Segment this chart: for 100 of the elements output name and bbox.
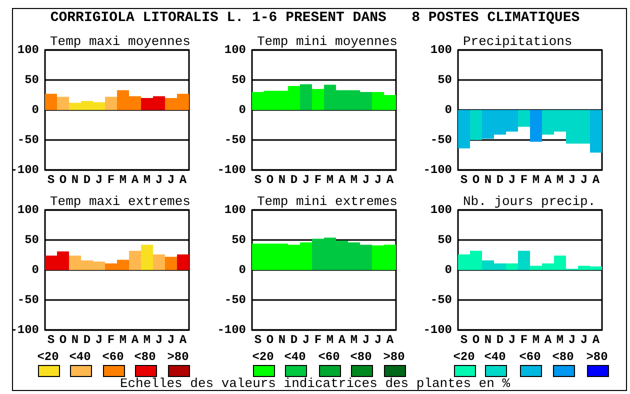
x-tick-label: J	[155, 333, 163, 347]
x-tick-label: S	[47, 333, 55, 347]
category-label: <20	[36, 350, 60, 364]
x-tick-label: J	[362, 173, 370, 187]
x-tick-label: J	[95, 333, 103, 347]
y-tick-label: 0	[444, 263, 452, 277]
y-tick-label: 100	[430, 203, 452, 217]
y-tick-label: -100	[217, 323, 246, 337]
y-tick-label: 0	[238, 263, 246, 277]
x-tick-label: M	[532, 333, 540, 347]
bar	[177, 254, 189, 270]
x-tick-label: A	[386, 333, 394, 347]
x-tick-label: O	[472, 173, 480, 187]
category-label: >80	[382, 350, 406, 364]
x-tick-label: O	[59, 333, 67, 347]
text: CORRIGIOLA LITORALIS L. 1-6 PRESENT DANS 8 POSTES CLIMATIQUES	[49, 10, 581, 26]
x-tick-label: M	[556, 173, 564, 187]
x-tick-label: A	[338, 333, 346, 347]
x-tick-label: J	[167, 173, 175, 187]
category-label: <20	[251, 350, 275, 364]
y-tick-label: 100	[224, 203, 246, 217]
x-tick-label: F	[314, 333, 322, 347]
x-tick-label: M	[143, 173, 151, 187]
x-tick-label: A	[386, 173, 394, 187]
y-tick-label: 0	[238, 103, 246, 117]
y-tick-label: -50	[224, 133, 246, 147]
x-tick-label: D	[290, 333, 298, 347]
x-tick-label: D	[290, 173, 298, 187]
category-label: <60	[518, 350, 542, 364]
y-tick-label: 0	[444, 103, 452, 117]
y-tick-label: -100	[423, 323, 452, 337]
bar	[312, 89, 324, 110]
x-tick-label: F	[107, 173, 115, 187]
category-label: <80	[551, 350, 575, 364]
x-tick-label: M	[119, 173, 127, 187]
x-tick-label: S	[460, 333, 468, 347]
x-tick-label: N	[278, 333, 286, 347]
x-tick-label: J	[568, 333, 576, 347]
y-tick-label: 100	[430, 43, 452, 57]
x-tick-label: F	[520, 173, 528, 187]
text: Echelles des valeurs indicatrices des plantes en %	[118, 376, 512, 391]
x-tick-label: A	[131, 173, 140, 187]
x-tick-label: A	[179, 333, 188, 347]
y-tick-label: 50	[24, 73, 39, 87]
x-tick-label: S	[460, 173, 468, 187]
x-tick-label: O	[266, 333, 274, 347]
x-tick-label: M	[119, 333, 127, 347]
x-tick-label: A	[592, 173, 600, 187]
x-tick-label: N	[484, 173, 492, 187]
bar	[165, 256, 177, 270]
chart-title: Temp mini moyennes	[257, 34, 398, 49]
y-tick-label: 50	[24, 233, 39, 247]
category-label: <60	[317, 350, 341, 364]
y-tick-label: 0	[32, 103, 39, 117]
x-tick-label: N	[484, 333, 492, 347]
y-tick-label: 100	[224, 43, 246, 57]
bar	[518, 250, 530, 270]
x-tick-label: A	[179, 173, 188, 187]
category-label: <80	[349, 350, 373, 364]
category-label: <80	[133, 350, 157, 364]
bar	[506, 263, 518, 270]
chart-title: Temp mini extremes	[257, 194, 398, 209]
y-tick-label: -100	[10, 323, 39, 337]
x-tick-label: O	[59, 173, 67, 187]
chart-title: Precipitations	[463, 34, 572, 49]
x-tick-label: A	[544, 173, 552, 187]
x-tick-label: F	[520, 333, 528, 347]
x-tick-label: A	[131, 333, 140, 347]
y-tick-label: 50	[232, 233, 246, 247]
category-label: >80	[166, 350, 190, 364]
x-tick-label: D	[83, 173, 91, 187]
bar	[141, 244, 153, 270]
x-tick-label: J	[580, 173, 588, 187]
y-tick-label: 100	[17, 203, 39, 217]
x-tick-label: D	[496, 173, 504, 187]
bar	[45, 94, 57, 110]
y-tick-label: -100	[423, 163, 452, 177]
y-tick-label: -100	[217, 163, 246, 177]
y-tick-label: 100	[17, 43, 39, 57]
x-tick-label: J	[580, 333, 588, 347]
chart-title: Temp maxi extremes	[50, 194, 190, 209]
x-tick-label: J	[508, 333, 516, 347]
bar	[57, 96, 69, 110]
x-tick-label: J	[568, 173, 576, 187]
chart-title: Nb. jours precip.	[463, 194, 596, 209]
y-tick-label: -50	[430, 293, 452, 307]
bar	[129, 250, 141, 270]
x-tick-label: J	[302, 173, 310, 187]
x-tick-label: O	[472, 333, 480, 347]
x-tick-label: F	[107, 333, 115, 347]
x-tick-label: A	[544, 333, 552, 347]
x-tick-label: S	[254, 173, 262, 187]
x-tick-label: M	[556, 333, 564, 347]
y-tick-label: 50	[438, 73, 452, 87]
category-label: <40	[283, 350, 307, 364]
x-tick-label: J	[508, 173, 516, 187]
x-tick-label: M	[350, 173, 358, 187]
x-tick-label: N	[278, 173, 286, 187]
x-tick-label: M	[143, 333, 151, 347]
bar	[153, 254, 165, 270]
